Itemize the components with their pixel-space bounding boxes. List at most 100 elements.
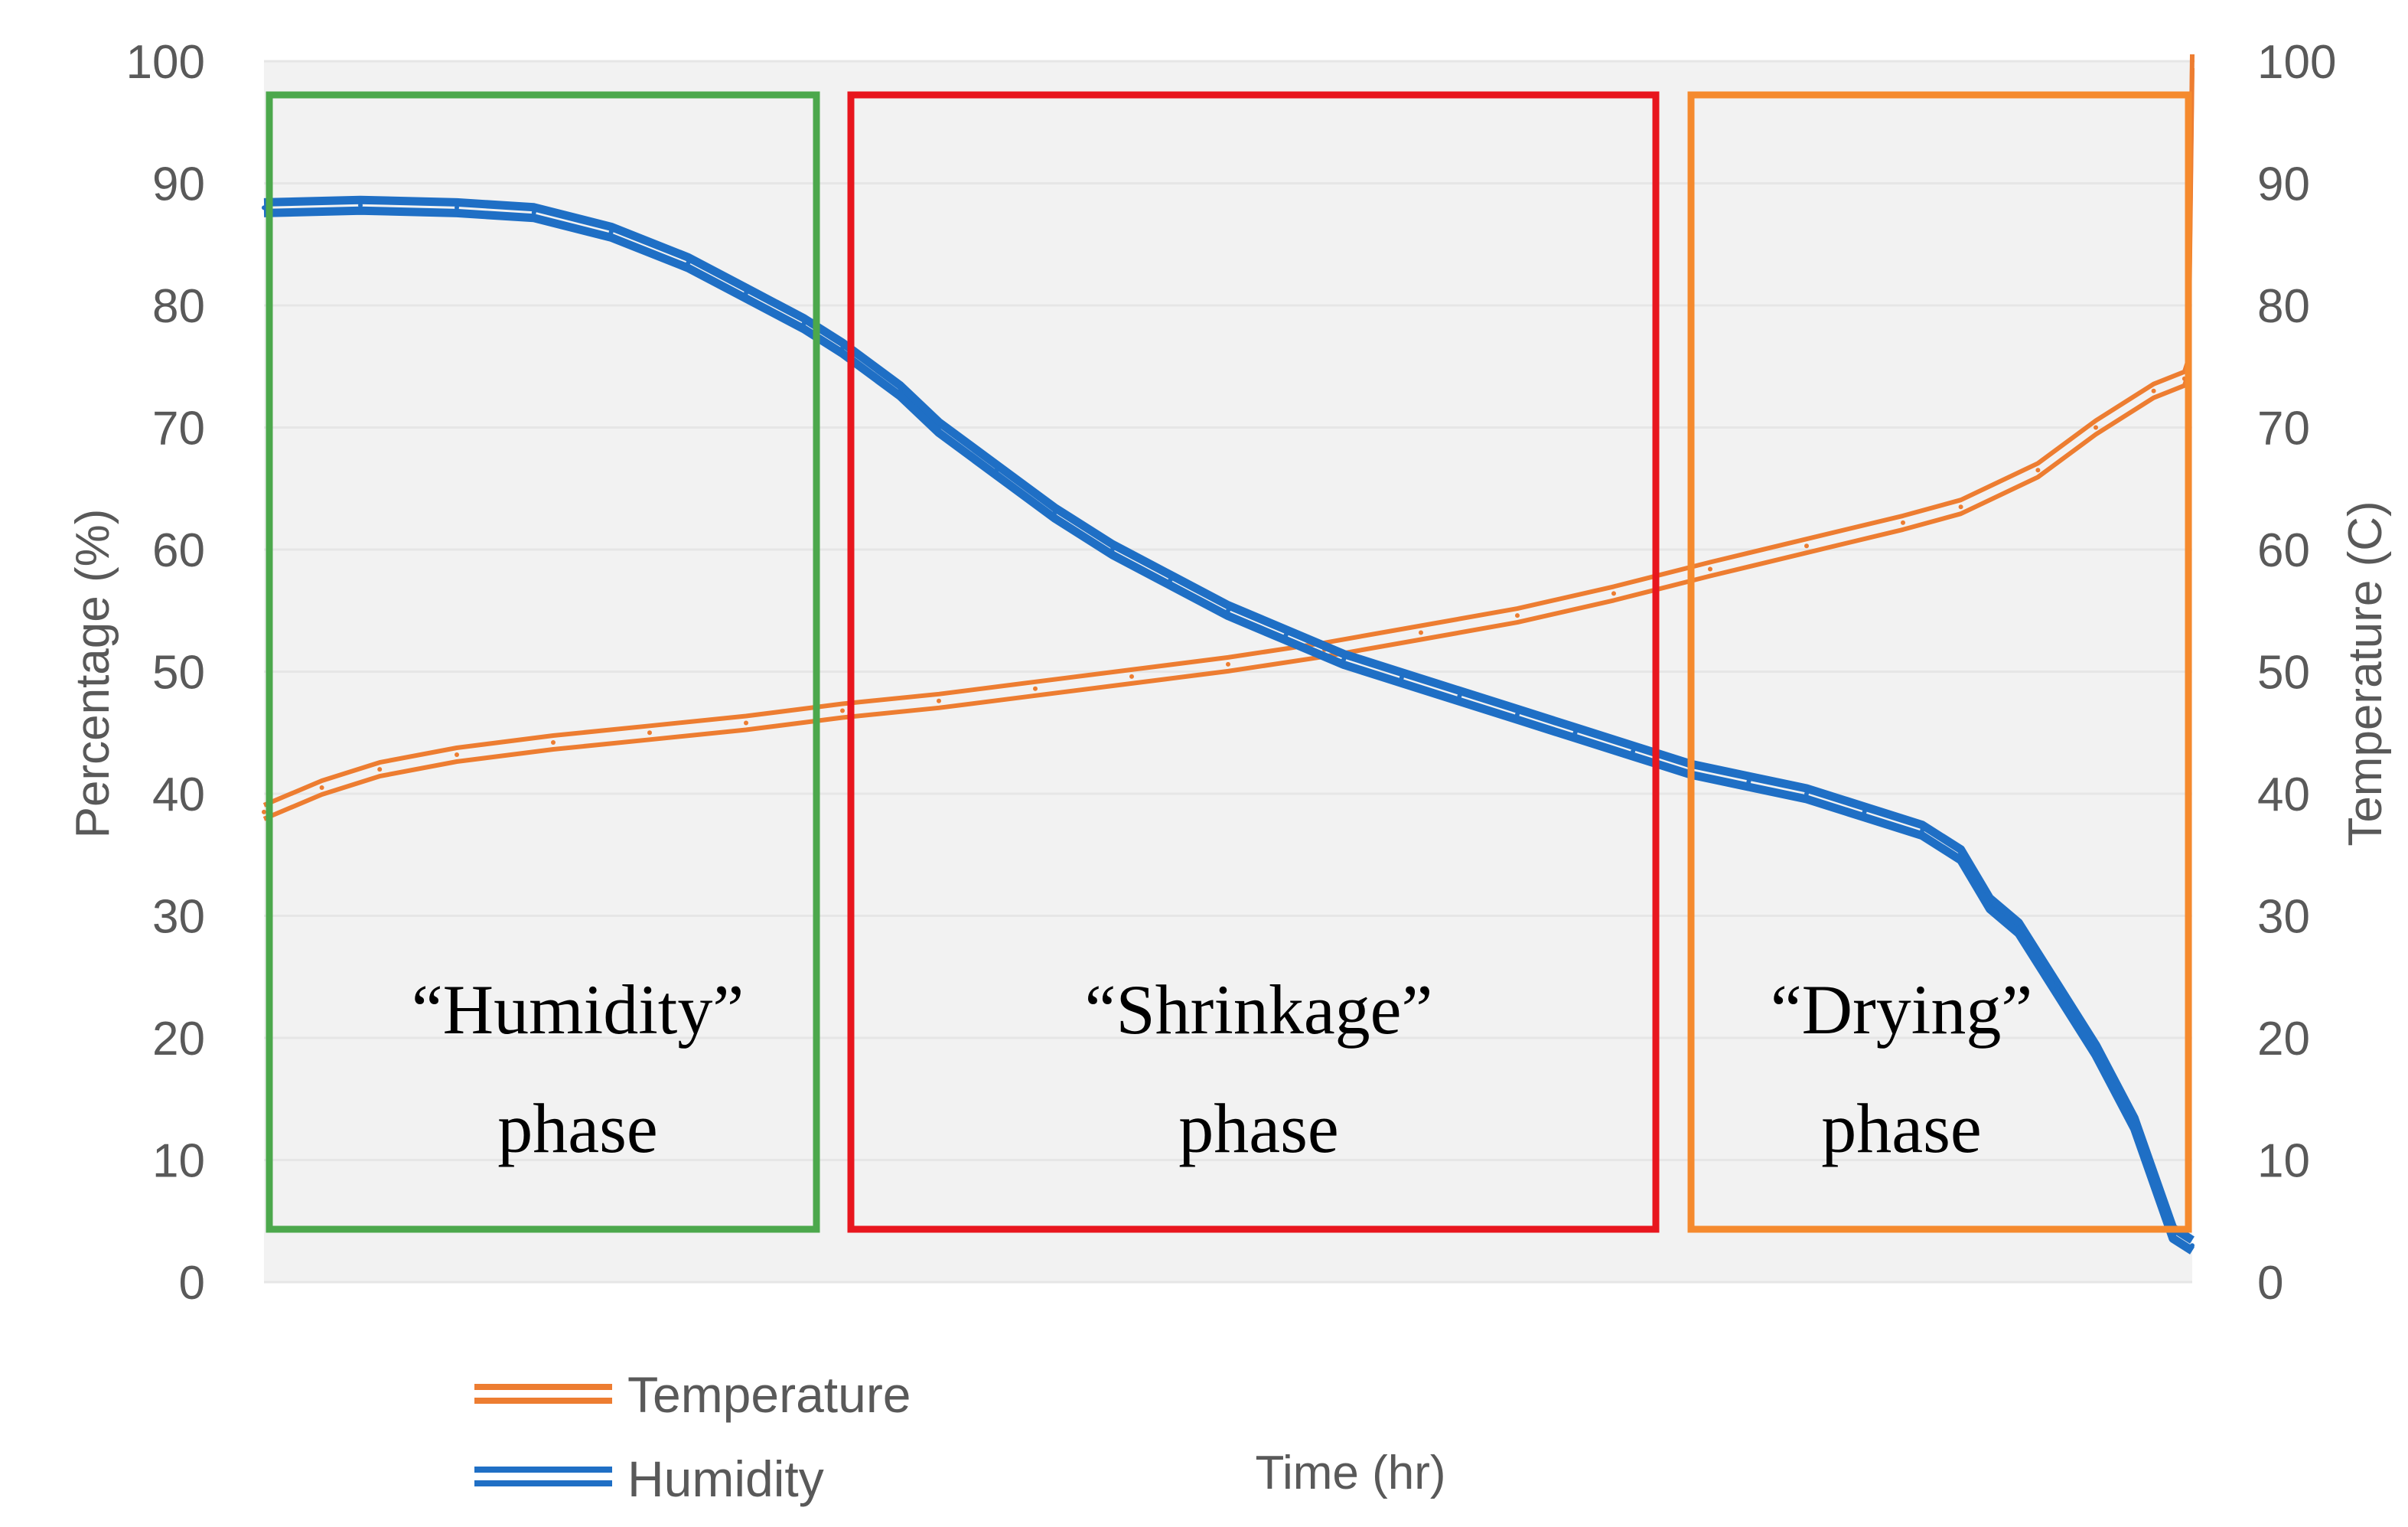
data-point-temperature (455, 752, 459, 757)
data-point-humidity (608, 230, 614, 235)
data-point-humidity (898, 388, 903, 393)
data-point-temperature (551, 740, 556, 745)
data-point-temperature (2035, 468, 2041, 473)
data-point-humidity (1168, 577, 1173, 582)
data-point-humidity (1399, 675, 1404, 680)
right-tick-label: 20 (2257, 1013, 2310, 1065)
right-tick-label: 40 (2257, 768, 2310, 821)
left-axis-ticks: 0 10 20 30 40 50 60 70 80 90 100 (126, 36, 205, 1310)
data-point-temperature (2190, 59, 2195, 64)
data-point-humidity (1572, 730, 1578, 736)
data-point-temperature (937, 698, 941, 703)
data-point-humidity (2132, 1121, 2137, 1126)
data-point-humidity (2054, 987, 2060, 992)
data-point-humidity (1052, 511, 1057, 516)
series-line-temperature-offset (262, 67, 2195, 821)
data-point-humidity (1226, 608, 1230, 613)
right-tick-label: 90 (2257, 158, 2310, 211)
data-point-humidity (1804, 791, 1809, 796)
right-axis-ticks: 0 10 20 30 40 50 60 70 80 90 100 (2257, 36, 2336, 1310)
data-point-temperature (1804, 543, 1809, 549)
right-tick-label: 50 (2257, 647, 2310, 700)
shrinkage-phase-title: “Shrinkage” (1085, 971, 1433, 1049)
legend-label-temperature: Temperature (627, 1366, 911, 1423)
left-tick-label: 90 (152, 158, 205, 211)
data-point-temperature (1958, 504, 1963, 510)
humidity-phase-subtitle: phase (497, 1089, 657, 1167)
series-line-humidity (263, 195, 2195, 1244)
data-point-temperature (744, 720, 748, 726)
data-point-temperature (262, 809, 266, 814)
data-point-temperature (1033, 686, 1038, 691)
shrinkage-phase-subtitle: phase (1178, 1089, 1338, 1167)
left-tick-label: 40 (152, 768, 205, 821)
data-point-humidity (686, 260, 691, 266)
data-point-humidity (2094, 1048, 2098, 1052)
data-point-humidity (1746, 779, 1751, 785)
data-point-humidity (1631, 749, 1636, 754)
data-point-humidity (455, 205, 459, 210)
data-point-temperature (1419, 630, 1423, 635)
data-point-humidity (1110, 547, 1115, 552)
data-point-humidity (994, 468, 999, 473)
data-point-temperature (1611, 591, 1616, 596)
data-point-temperature (319, 785, 324, 790)
series-line-humidity-offset (263, 206, 2195, 1255)
data-point-humidity (2016, 925, 2022, 931)
drying-phase-title: “Drying” (1771, 971, 2032, 1049)
right-axis-title: Temperature (C) (2339, 501, 2392, 846)
right-tick-label: 30 (2257, 891, 2310, 944)
data-point-humidity (744, 291, 748, 295)
left-tick-label: 80 (152, 280, 205, 333)
gridlines (264, 60, 2192, 1284)
data-point-temperature (1226, 661, 1230, 667)
data-point-humidity (1515, 712, 1520, 717)
drying-phase-box (1687, 91, 2192, 1233)
data-point-humidity (801, 321, 806, 326)
data-point-temperature (2094, 425, 2098, 430)
data-point-humidity (262, 205, 266, 210)
legend: Temperature Humidity (474, 1366, 911, 1507)
data-point-temperature (840, 708, 845, 713)
data-point-temperature (647, 730, 652, 736)
left-tick-label: 70 (152, 403, 205, 455)
left-tick-label: 60 (152, 524, 205, 577)
left-tick-label: 10 (152, 1135, 205, 1188)
right-tick-label: 100 (2257, 36, 2336, 89)
humidity-phase-title: “Humidity” (412, 971, 744, 1049)
data-point-humidity (1958, 852, 1963, 857)
right-tick-label: 80 (2257, 280, 2310, 333)
legend-label-humidity: Humidity (627, 1450, 824, 1507)
data-point-temperature (1901, 520, 1905, 525)
left-tick-label: 0 (179, 1257, 205, 1310)
left-tick-label: 50 (152, 647, 205, 700)
shrinkage-phase-box (847, 91, 1660, 1233)
left-tick-label: 30 (152, 891, 205, 944)
data-point-humidity (358, 203, 363, 208)
data-point-humidity (1862, 809, 1867, 814)
drying-phase-subtitle: phase (1821, 1089, 1981, 1167)
data-point-humidity (1283, 632, 1289, 638)
series-line-temperature (262, 54, 2195, 808)
left-tick-label: 20 (152, 1013, 205, 1065)
data-point-temperature (1129, 674, 1134, 679)
data-point-temperature (2151, 388, 2156, 393)
data-point-temperature (1708, 566, 1712, 572)
data-point-humidity (1987, 901, 1993, 906)
left-tick-label: 100 (126, 36, 205, 89)
series-layer (262, 54, 2195, 1255)
right-tick-label: 0 (2257, 1257, 2283, 1310)
data-point-humidity (1920, 827, 1925, 833)
data-point-humidity (1341, 657, 1347, 662)
data-point-temperature (377, 767, 383, 772)
x-axis-title: Time (hr) (1255, 1447, 1445, 1499)
data-point-humidity (937, 425, 941, 430)
right-tick-label: 60 (2257, 524, 2310, 577)
data-point-humidity (840, 345, 845, 351)
data-point-humidity (1457, 693, 1462, 699)
left-axis-title: Percentage (%) (67, 509, 119, 839)
right-tick-label: 10 (2257, 1135, 2310, 1188)
data-point-humidity (2190, 1243, 2195, 1248)
right-tick-label: 70 (2257, 403, 2310, 455)
